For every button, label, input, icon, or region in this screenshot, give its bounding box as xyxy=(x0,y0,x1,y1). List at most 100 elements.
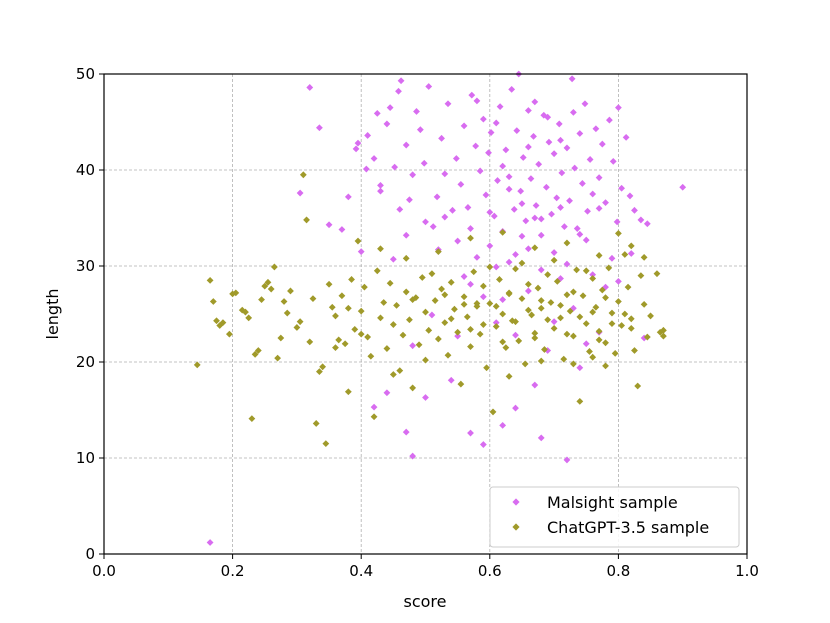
data-point xyxy=(386,104,394,111)
y-tick-label: 20 xyxy=(76,353,95,371)
data-point xyxy=(277,334,285,342)
data-point xyxy=(499,421,507,429)
data-point xyxy=(513,127,521,135)
x-axis-label: score xyxy=(404,592,447,611)
x-tick-label: 0.2 xyxy=(221,562,245,580)
data-point xyxy=(563,144,571,152)
data-point xyxy=(486,300,494,307)
data-point xyxy=(476,167,484,175)
data-point xyxy=(627,250,635,257)
data-point xyxy=(460,293,468,301)
data-point xyxy=(608,320,616,327)
data-point xyxy=(441,213,449,221)
data-point xyxy=(402,141,410,149)
data-point xyxy=(576,364,584,372)
data-point xyxy=(560,355,568,363)
data-point xyxy=(602,294,609,302)
data-point xyxy=(566,307,574,315)
data-point xyxy=(618,322,626,329)
data-point xyxy=(209,298,217,305)
data-point xyxy=(412,294,420,302)
data-point xyxy=(470,268,478,276)
data-point xyxy=(482,191,490,199)
y-axis-ticks: 0 10 20 30 40 50 xyxy=(76,65,104,563)
data-point xyxy=(569,109,577,116)
data-point xyxy=(589,271,597,279)
data-point xyxy=(563,239,571,247)
data-point xyxy=(537,266,545,274)
data-point xyxy=(492,323,500,330)
data-point xyxy=(512,251,519,258)
data-point xyxy=(581,100,589,108)
data-point xyxy=(524,306,532,314)
data-point xyxy=(479,115,487,123)
data-point xyxy=(505,173,513,181)
data-point xyxy=(545,138,553,146)
data-point xyxy=(631,347,638,354)
data-point xyxy=(425,326,433,334)
data-point xyxy=(537,231,545,239)
data-point xyxy=(605,116,613,124)
data-point xyxy=(653,270,661,278)
data-point xyxy=(434,335,442,343)
data-point xyxy=(467,429,474,437)
data-point xyxy=(386,279,394,287)
data-point xyxy=(441,319,449,327)
data-point xyxy=(595,205,603,212)
data-point xyxy=(613,218,621,226)
data-point xyxy=(254,347,262,354)
data-point xyxy=(383,345,391,352)
data-point xyxy=(406,316,413,324)
data-point xyxy=(206,539,214,546)
data-point xyxy=(518,200,526,207)
data-point xyxy=(496,276,503,283)
data-point xyxy=(541,346,548,353)
data-point xyxy=(615,104,622,111)
y-tick-label: 50 xyxy=(76,65,95,83)
legend-box xyxy=(489,486,740,548)
data-point xyxy=(418,274,426,281)
legend-marker xyxy=(512,523,520,531)
data-point xyxy=(609,157,617,165)
data-point xyxy=(431,297,439,304)
data-point xyxy=(499,162,507,170)
data-point xyxy=(524,143,532,151)
data-point xyxy=(608,309,616,317)
data-point xyxy=(512,265,519,273)
data-point xyxy=(413,108,420,115)
data-point xyxy=(351,325,359,333)
data-point xyxy=(589,190,597,198)
data-point xyxy=(312,420,320,427)
data-point xyxy=(348,276,355,283)
data-point xyxy=(373,267,381,275)
data-point xyxy=(422,394,429,401)
data-point xyxy=(492,302,500,310)
data-point xyxy=(557,301,564,309)
data-point xyxy=(389,371,397,378)
data-point xyxy=(528,311,535,319)
series-chatgpt xyxy=(193,171,667,447)
data-point xyxy=(306,338,314,346)
data-point xyxy=(537,357,545,365)
data-point xyxy=(555,120,563,128)
data-point xyxy=(397,77,405,85)
data-point xyxy=(579,292,587,300)
data-point xyxy=(364,333,372,341)
data-point xyxy=(486,208,494,216)
data-point xyxy=(518,295,526,303)
data-point xyxy=(486,263,494,271)
data-point xyxy=(496,103,504,111)
data-point xyxy=(352,145,360,153)
data-point xyxy=(589,275,597,282)
data-point xyxy=(521,360,529,368)
data-point xyxy=(433,193,441,201)
data-point xyxy=(582,320,590,327)
data-point xyxy=(293,324,301,331)
data-points xyxy=(193,70,687,546)
data-point xyxy=(512,331,519,339)
data-point xyxy=(473,97,481,105)
data-point xyxy=(449,206,456,214)
data-point xyxy=(547,299,555,306)
data-point xyxy=(415,341,423,349)
y-tick-label: 0 xyxy=(85,545,95,563)
